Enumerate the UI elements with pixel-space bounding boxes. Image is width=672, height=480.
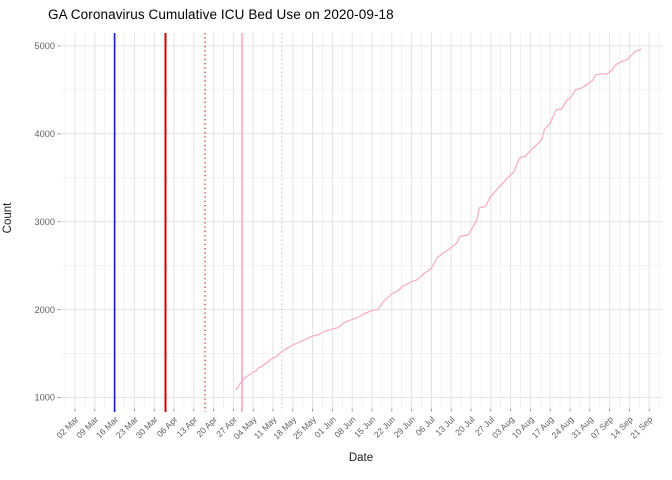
- y-axis-tick-labels: 1000 2000 3000 4000 5000: [35, 41, 55, 403]
- x-tick-label: 06 Jul: [414, 414, 437, 437]
- minor-gridlines: [61, 33, 662, 408]
- event-vlines: [113, 33, 283, 412]
- chart-title: GA Coronavirus Cumulative ICU Bed Use on…: [48, 7, 394, 22]
- data-series: [235, 48, 642, 391]
- x-tick-label: 30 Mar: [134, 414, 160, 440]
- major-gridlines: [61, 33, 662, 408]
- x-tick-label: 08 Jun: [332, 414, 357, 439]
- x-tick-label: 13 Jul: [433, 414, 456, 437]
- x-tick-label: 15 Jun: [352, 414, 377, 439]
- cumulative-icu-bed-use-line: [235, 48, 642, 391]
- y-tick-label: 5000: [35, 41, 55, 51]
- y-tick-label: 3000: [35, 217, 55, 227]
- x-tick-label: 21 Sep: [628, 414, 654, 440]
- x-tick-label: 29 Jun: [392, 414, 417, 439]
- x-tick-label: 20 Apr: [194, 414, 219, 439]
- y-tick-label: 4000: [35, 129, 55, 139]
- x-tick-label: 13 Apr: [175, 414, 200, 439]
- x-axis-title: Date: [348, 452, 374, 464]
- x-tick-label: 25 May: [291, 414, 318, 441]
- x-tick-label: 20 Jul: [453, 414, 476, 437]
- y-tick-label: 2000: [35, 305, 55, 315]
- x-tick-label: 06 Apr: [155, 414, 180, 439]
- y-tick-label: 1000: [35, 393, 55, 403]
